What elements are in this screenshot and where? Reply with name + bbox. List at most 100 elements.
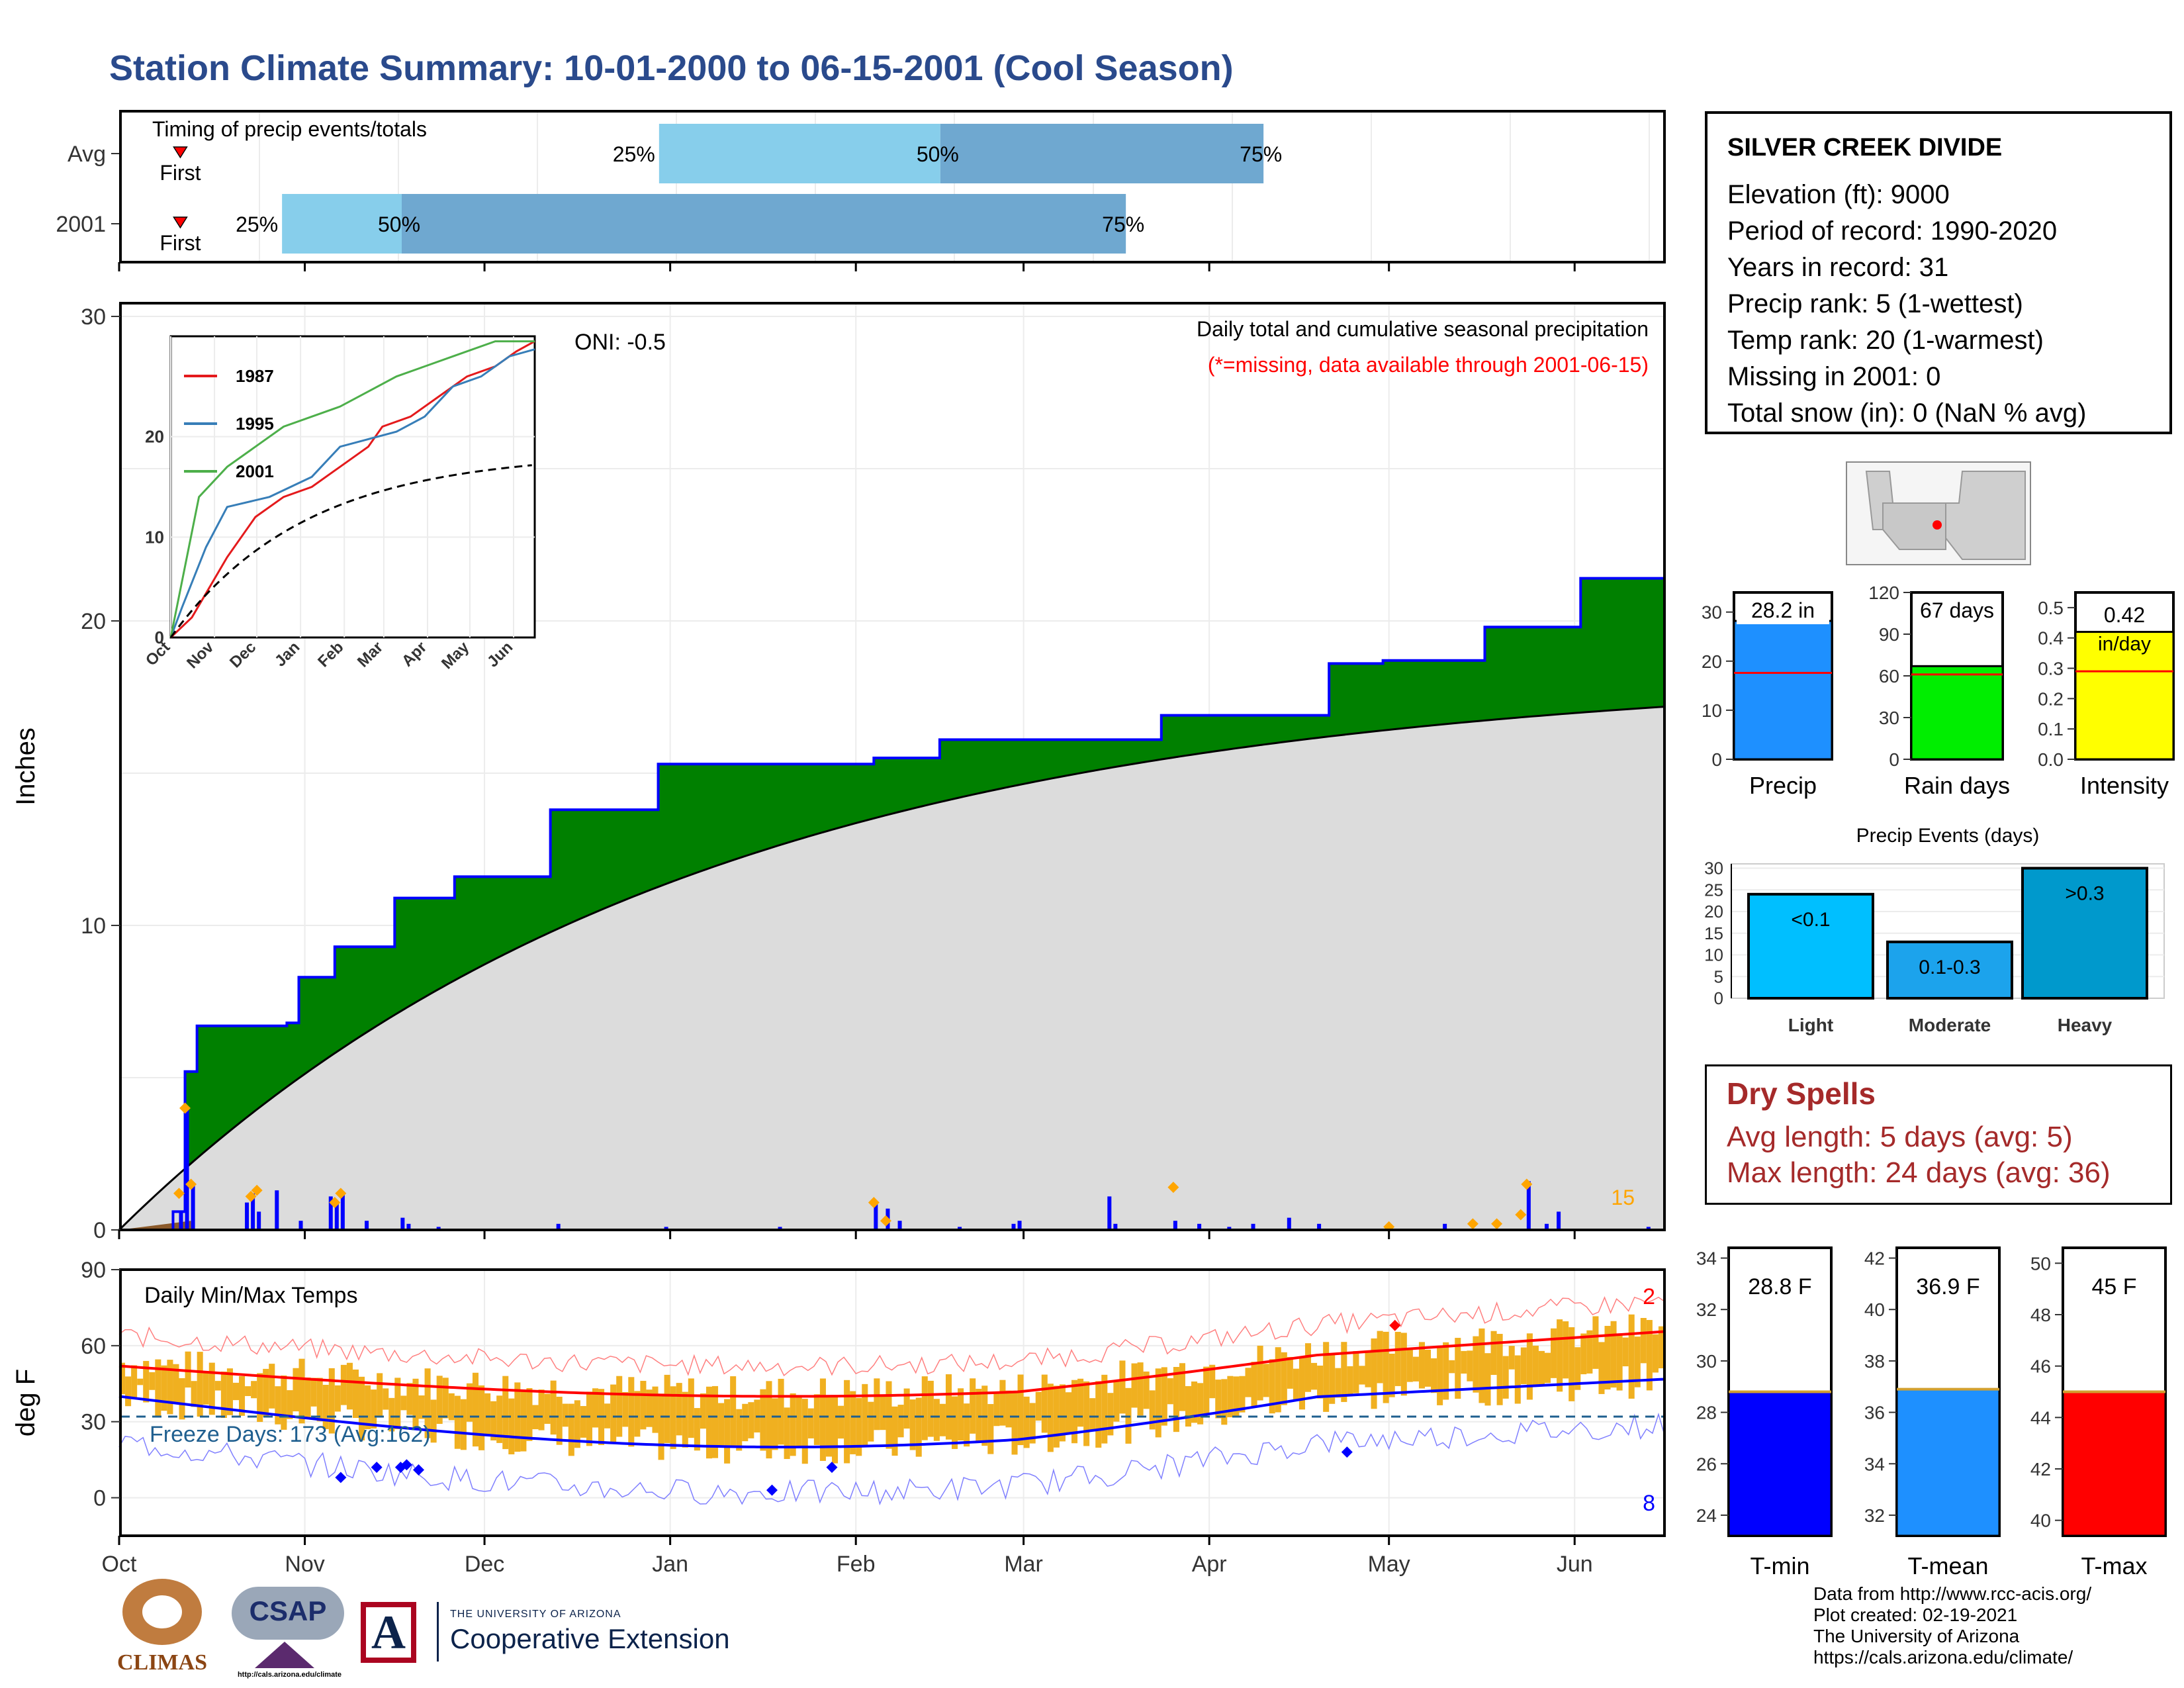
timing-p75-label: 75% <box>1102 212 1144 236</box>
daily-precip-bar <box>958 1227 962 1230</box>
daily-temp-range-bar <box>730 1376 737 1446</box>
daily-temp-range-bar <box>131 1365 138 1398</box>
daily-temp-range-bar <box>634 1391 641 1437</box>
daily-temp-range-bar <box>502 1376 509 1450</box>
daily-temp-range-bar <box>1634 1336 1641 1387</box>
precip-value-box <box>1737 595 1829 624</box>
daily-temp-range-bar <box>1569 1327 1575 1401</box>
tmin-ytick-label: 26 <box>1696 1454 1717 1474</box>
timing-p75-label: 75% <box>1240 142 1282 166</box>
station-period: Period of record: 1990-2020 <box>1727 216 2058 246</box>
intensity-bar <box>2074 631 2175 761</box>
intensity-ytick-label: 0.1 <box>2038 719 2064 739</box>
daily-temp-range-bar <box>1245 1368 1251 1397</box>
daily-temp-range-bar <box>1580 1333 1587 1375</box>
daily-temp-range-bar <box>125 1376 132 1407</box>
daily-temp-range-bar <box>1233 1376 1240 1417</box>
inset-legend-label: 1987 <box>236 366 274 386</box>
daily-temp-range-bar <box>819 1378 826 1461</box>
extreme-count-label: 15 <box>1611 1186 1635 1209</box>
temp-ytick-label: 90 <box>81 1258 106 1283</box>
timing-title: Timing of precip events/totals <box>152 117 427 141</box>
daily-temp-range-bar <box>340 1364 347 1405</box>
month-label: Apr <box>1192 1552 1227 1577</box>
daily-precip-bar <box>897 1221 902 1230</box>
precip-ytick-label: 30 <box>81 305 106 330</box>
ua-logo: A <box>361 1602 420 1668</box>
daily-temp-range-bar <box>1514 1355 1521 1404</box>
daily-temp-range-bar <box>1041 1374 1048 1433</box>
daily-temp-range-bar <box>257 1373 263 1423</box>
daily-temp-range-bar <box>298 1358 305 1424</box>
daily-temp-range-bar <box>976 1389 982 1441</box>
events-ytick-label: 5 <box>1714 966 1723 986</box>
temp-ylabel: deg F <box>11 1369 40 1436</box>
daily-temp-range-bar <box>1281 1352 1287 1405</box>
temp-ytick-label: 0 <box>93 1486 106 1511</box>
daily-temp-range-bar <box>915 1397 922 1457</box>
daily-temp-range-bar <box>694 1408 700 1451</box>
daily-temp-range-bar <box>1532 1345 1539 1387</box>
daily-temp-range-bar <box>1418 1342 1425 1389</box>
daily-temp-range-bar <box>203 1371 209 1405</box>
daily-temp-range-bar <box>1083 1381 1090 1446</box>
daily-temp-range-bar <box>705 1386 712 1459</box>
daily-temp-range-bar <box>232 1382 240 1401</box>
extreme-precip-marker <box>1467 1218 1479 1230</box>
temp-frame <box>119 1268 1666 1537</box>
daily-temp-range-bar <box>1011 1390 1018 1455</box>
month-label: Feb <box>837 1552 876 1577</box>
timing-bar-50-75 <box>402 194 1126 254</box>
daily-temp-range-bar <box>478 1385 485 1450</box>
daily-precip-bar <box>245 1202 250 1230</box>
daily-temp-range-bar <box>1179 1363 1185 1411</box>
daily-temp-range-bar <box>1557 1319 1563 1392</box>
daily-temp-range-bar <box>269 1364 275 1409</box>
daily-temp-range-bar <box>658 1393 664 1460</box>
daily-temp-range-bar <box>616 1376 623 1437</box>
tmax-label: T-max <box>2081 1552 2147 1579</box>
daily-temp-range-bar <box>1113 1380 1120 1422</box>
intensity-ytick-label: 0.5 <box>2038 598 2064 618</box>
daily-temp-range-bar <box>1406 1349 1413 1382</box>
temp-panel: 0 30 60 90 Oct Nov Dec Jan Feb Mar Apr May Jun deg F D… <box>11 1258 1666 1577</box>
tmax-bar <box>2062 1391 2167 1537</box>
daily-temp-range-bar <box>1616 1335 1623 1391</box>
inset-ytick-label: 10 <box>145 527 164 547</box>
daily-temp-range-bar <box>1412 1356 1419 1382</box>
daily-precip-bar <box>1017 1221 1022 1230</box>
daily-precip-bar <box>1251 1223 1255 1230</box>
daily-temp-range-bar <box>1496 1334 1503 1405</box>
daily-temp-range-bar <box>472 1372 479 1447</box>
daily-temp-range-bar <box>993 1393 1000 1427</box>
csap-logo: CSAP http://cals.arizona.edu/climate <box>232 1583 347 1683</box>
daily-temp-range-bar <box>790 1393 796 1456</box>
events-bar-label: >0.3 <box>2065 883 2104 905</box>
tmin-bar <box>1727 1391 1833 1537</box>
tmin-ytick-label: 24 <box>1696 1505 1717 1526</box>
daily-temp-range-bar <box>652 1386 659 1433</box>
daily-temp-range-bar <box>412 1378 419 1430</box>
tmax-ytick-label: 42 <box>2030 1459 2051 1479</box>
daily-temp-range-bar <box>742 1403 749 1442</box>
daily-temp-range-bar <box>1449 1360 1455 1374</box>
precip-ytick-label: 0 <box>1711 749 1722 770</box>
daily-temp-range-bar <box>568 1403 574 1456</box>
daily-temp-range-bar <box>281 1375 287 1430</box>
daily-temp-range-bar <box>628 1377 635 1447</box>
daily-temp-range-bar <box>724 1399 731 1464</box>
daily-temp-range-bar <box>670 1386 676 1450</box>
record-low-marker <box>413 1464 425 1476</box>
inset-ytick-label: 20 <box>145 427 164 447</box>
events-ytick-label: 15 <box>1704 923 1723 943</box>
daily-temp-range-bar <box>880 1396 886 1430</box>
daily-temp-range-bar <box>1143 1371 1150 1409</box>
precip-ytick-label: 0 <box>93 1218 106 1243</box>
daily-temp-range-bar <box>1239 1376 1246 1413</box>
timing-frame <box>119 110 1666 263</box>
raindays-ytick-label: 120 <box>1868 583 1899 603</box>
daily-temp-range-bar <box>711 1385 719 1458</box>
daily-precip-bar <box>1443 1223 1447 1230</box>
daily-precip-bar <box>1544 1223 1549 1230</box>
